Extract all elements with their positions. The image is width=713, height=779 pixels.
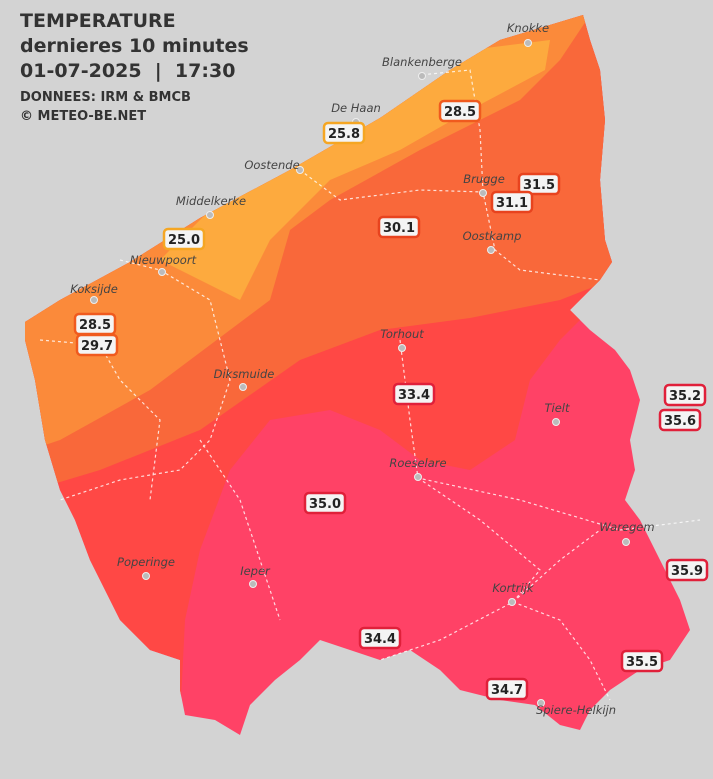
source: DONNEES: IRM & BMCB — [20, 90, 191, 105]
city-dot — [142, 572, 150, 580]
subtitle: dernieres 10 minutes — [20, 35, 249, 57]
reading-box — [665, 558, 709, 582]
city-label: Diksmuide — [214, 367, 275, 381]
reading-box — [377, 215, 421, 239]
city-label: Poperinge — [117, 555, 175, 569]
city-dot — [398, 344, 406, 352]
reading-box — [658, 408, 702, 432]
city-label: De Haan — [331, 101, 381, 115]
city-label: Spiere-Helkijn — [536, 703, 616, 717]
city-label: Middelkerke — [176, 194, 246, 208]
city-label: Koksijde — [70, 282, 118, 296]
reading-value: 33.4 — [398, 388, 430, 403]
copyright: © METEO-BE.NET — [20, 109, 146, 124]
labels: TEMPERATURE dernieres 10 minutes 01-07-2… — [20, 10, 249, 124]
reading-value: 35.0 — [309, 497, 341, 512]
city-dot — [90, 296, 98, 304]
reading-value: 31.5 — [523, 178, 555, 193]
city-dot — [622, 538, 630, 546]
reading-value: 25.8 — [328, 127, 360, 142]
city-dot — [249, 580, 257, 588]
city-label: Ieper — [240, 564, 271, 578]
reading-box — [620, 649, 664, 673]
reading-value: 29.7 — [81, 339, 113, 354]
city-label: Brugge — [463, 172, 505, 186]
reading-box — [438, 99, 482, 123]
city-label: Blankenberge — [382, 55, 462, 69]
city-dot — [479, 189, 487, 197]
reading-box — [392, 382, 436, 406]
reading-value: 30.1 — [383, 221, 415, 236]
city-dot — [524, 39, 532, 47]
city-dot — [206, 211, 214, 219]
city-dot — [414, 473, 422, 481]
title: TEMPERATURE — [20, 10, 176, 32]
city-label: Oostkamp — [463, 229, 522, 243]
city-label: Tielt — [545, 401, 570, 415]
city-dot — [418, 72, 426, 80]
reading-box — [162, 227, 206, 251]
reading-box — [303, 491, 347, 515]
city-dot — [239, 383, 247, 391]
reading-box — [322, 121, 366, 145]
reading-value: 35.9 — [671, 564, 703, 579]
city-label: Oostende — [244, 158, 299, 172]
city-label: Roeselare — [389, 456, 446, 470]
reading-value: 25.0 — [168, 233, 200, 248]
reading-box — [358, 626, 402, 650]
reading-value: 34.4 — [364, 632, 396, 647]
reading-box — [485, 677, 529, 701]
reading-value: 35.2 — [669, 389, 701, 404]
city-dot — [552, 418, 560, 426]
city-dot — [487, 246, 495, 254]
reading-value: 35.5 — [626, 655, 658, 670]
city-label: Waregem — [599, 520, 654, 534]
reading-box — [75, 333, 119, 357]
city-dot — [296, 166, 304, 174]
city-label: Torhout — [380, 327, 424, 341]
reading-value: 28.5 — [444, 105, 476, 120]
reading-value: 34.7 — [491, 683, 523, 698]
reading-box — [517, 172, 561, 196]
city-label: Kortrijk — [492, 581, 535, 595]
city-dot — [537, 699, 545, 707]
reading-box — [490, 190, 534, 214]
city-label: Knokke — [507, 21, 549, 35]
city-dot — [508, 598, 516, 606]
city-label: Nieuwpoort — [130, 253, 197, 267]
reading-value: 31.1 — [496, 196, 528, 211]
reading-value: 28.5 — [79, 318, 111, 333]
datetime: 01-07-2025 | 17:30 — [20, 60, 235, 82]
reading-value: 35.6 — [664, 414, 696, 429]
city-dot — [158, 268, 166, 276]
reading-box — [663, 383, 707, 407]
